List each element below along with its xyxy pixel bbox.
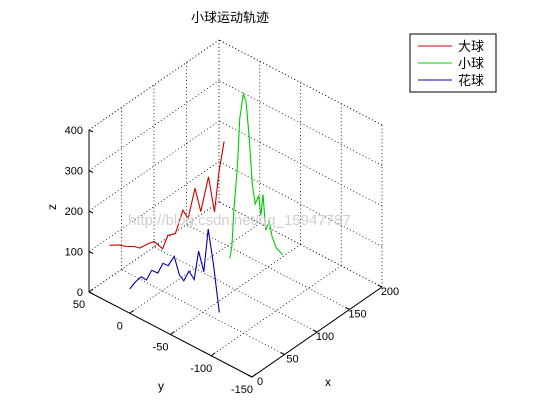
x-axis-label: x — [325, 375, 331, 389]
y-tick-label-0: -150 — [231, 384, 253, 396]
z-tick-label-1: 100 — [65, 247, 83, 259]
x-tick-label-3: 150 — [348, 309, 366, 321]
y-tick-label-3: 0 — [117, 320, 123, 332]
x-tick-mark-0 — [247, 374, 253, 378]
z-tick-mark-0 — [88, 291, 94, 295]
x-tick-label-0: 0 — [257, 376, 263, 388]
series-line-1 — [229, 91, 284, 259]
grid-side-z-0 — [218, 201, 383, 288]
x-tick-mark-1 — [280, 352, 285, 355]
y-tick-label-4: 50 — [73, 299, 85, 311]
grid-floor-y-3 — [129, 222, 260, 314]
z-tick-label-4: 400 — [65, 125, 83, 137]
z-tick-label-3: 300 — [65, 166, 83, 178]
y-tick-label-1: -100 — [190, 363, 212, 375]
y-tick-mark-2 — [170, 331, 175, 335]
x-tick-mark-2 — [312, 329, 318, 333]
grid-side-z-1 — [218, 161, 383, 247]
series-line-0 — [109, 141, 225, 250]
z-tick-mark-3 — [88, 170, 94, 173]
legend-label-0: 大球 — [458, 40, 484, 55]
y-tick-mark-0 — [251, 373, 257, 378]
grid-floor-x-2 — [153, 246, 318, 333]
z-tick-mark-4 — [88, 129, 94, 133]
z-tick-label-0: 0 — [77, 287, 83, 299]
grid-layer — [88, 39, 383, 378]
chart-title: 小球运动轨迹 — [191, 11, 269, 26]
series-line-2 — [129, 229, 220, 313]
grid-floor-x-1 — [121, 269, 285, 355]
x-tick-mark-3 — [345, 307, 350, 310]
z-tick-mark-2 — [88, 210, 94, 214]
legend-label-2: 花球 — [458, 73, 484, 89]
grid-back-z-3 — [88, 80, 220, 171]
y-tick-mark-3 — [129, 309, 135, 314]
y-tick-mark-4 — [88, 288, 94, 293]
y-axis-label: y — [158, 379, 164, 393]
grid-top-side — [218, 39, 383, 126]
watermark: http://blog.csdn.net/qq_15947787 — [128, 212, 351, 229]
x-tick-label-1: 50 — [286, 354, 298, 366]
legend-label-1: 小球 — [458, 57, 484, 72]
legend: 大球 小球 花球 — [409, 33, 497, 93]
z-tick-mark-1 — [88, 251, 94, 254]
grid-floor-x-3 — [186, 224, 350, 310]
x-tick-label-2: 100 — [316, 331, 334, 343]
z-axis-label: z — [45, 204, 59, 210]
y-tick-mark-1 — [210, 352, 216, 357]
x-tick-label-4: 200 — [381, 286, 399, 298]
y-tick-label-2: -50 — [153, 342, 169, 354]
data-layer — [109, 91, 284, 313]
grid-side-z-2 — [218, 120, 383, 207]
grid-side-z-3 — [218, 80, 383, 166]
z-tick-label-2: 200 — [65, 206, 83, 218]
x-tick-mark-4 — [377, 284, 383, 288]
